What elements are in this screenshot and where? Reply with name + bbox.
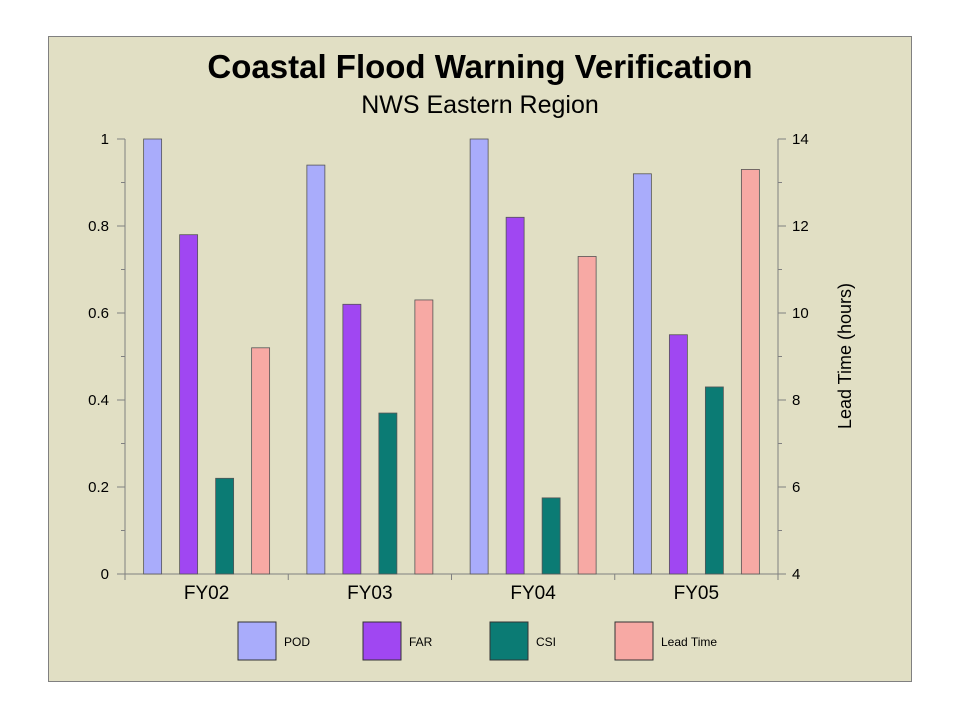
bar-pod-fy02: [143, 138, 163, 575]
y-right-tick-label: 10: [792, 305, 809, 322]
x-tick-label: FY04: [510, 583, 556, 604]
bar-pod-fy05: [632, 173, 652, 575]
bar-lead-time-fy05: [740, 169, 760, 575]
legend-label-csi: CSI: [536, 635, 556, 649]
legend-label-far: FAR: [409, 635, 433, 649]
legend-label-lead-time: Lead Time: [661, 635, 717, 649]
legend-swatch-csi: [489, 621, 529, 661]
y-right-tick-label: 12: [792, 218, 809, 235]
y-left-tick-label: 0: [101, 566, 109, 583]
bar-far-fy05: [668, 334, 688, 575]
bar-lead-time-fy02: [251, 347, 271, 575]
bar-lead-time-fy03: [414, 299, 434, 575]
bar-far-fy04: [505, 216, 525, 575]
y-right-tick-label: 4: [792, 566, 800, 583]
bar-far-fy03: [342, 303, 362, 575]
bar-csi-fy02: [215, 477, 235, 575]
bar-csi-fy05: [704, 386, 724, 575]
bar-far-fy02: [179, 234, 199, 575]
y-right-tick-label: 8: [792, 392, 800, 409]
legend-label-pod: POD: [284, 635, 310, 649]
y-right-tick-label: 14: [792, 131, 809, 148]
x-tick-label: FY05: [674, 583, 719, 604]
bar-csi-fy03: [378, 412, 398, 575]
y-left-tick-label: 0.6: [88, 305, 109, 322]
bar-pod-fy03: [306, 164, 326, 575]
legend-swatch-far: [362, 621, 402, 661]
legend-swatch-lead-time: [614, 621, 654, 661]
bar-csi-fy04: [541, 497, 561, 575]
y-right-axis-label: Lead Time (hours): [835, 283, 855, 429]
x-tick-label: FY02: [184, 583, 229, 604]
bar-lead-time-fy04: [577, 256, 597, 575]
chart-panel: Coastal Flood Warning Verification NWS E…: [48, 36, 912, 682]
y-left-tick-label: 0.4: [88, 392, 109, 409]
x-tick-label: FY03: [347, 583, 392, 604]
y-right-tick-label: 6: [792, 479, 800, 496]
bar-pod-fy04: [469, 138, 489, 575]
y-left-tick-label: 0.8: [88, 218, 109, 235]
y-left-tick-label: 1: [101, 131, 109, 148]
chart: Coastal Flood Warning Verification NWS E…: [88, 48, 855, 661]
y-left-tick-label: 0.2: [88, 479, 109, 496]
legend-swatch-pod: [237, 621, 277, 661]
chart-title: Coastal Flood Warning Verification: [207, 48, 752, 85]
legend: POD FAR CSI Lead Time: [237, 621, 717, 661]
chart-subtitle: NWS Eastern Region: [361, 91, 599, 119]
